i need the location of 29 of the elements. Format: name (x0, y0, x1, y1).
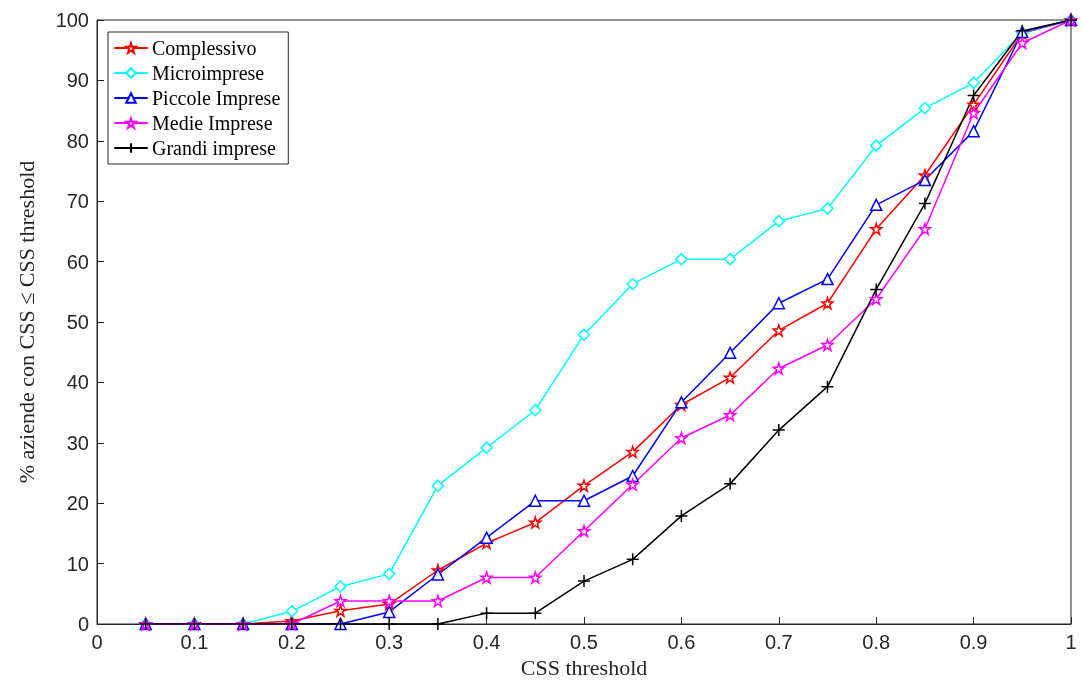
x-tick-label: 0.8 (862, 631, 891, 653)
x-tick-label: 0.5 (570, 631, 598, 653)
y-tick-label: 0 (77, 613, 89, 635)
y-tick-label: 60 (66, 250, 89, 273)
x-tick-label: 0.4 (472, 631, 501, 653)
x-tick-label: 0.1 (180, 631, 209, 653)
y-tick-label: 20 (66, 492, 89, 515)
x-tick-label: 1 (1065, 631, 1077, 653)
x-tick-label: 0.6 (667, 631, 696, 653)
x-tick-label: 0.7 (764, 631, 793, 653)
x-tick-label: 0.2 (277, 631, 306, 653)
legend-label: Complessivo (152, 37, 257, 60)
legend-label: Grandi imprese (152, 137, 276, 160)
y-tick-label: 80 (66, 129, 89, 152)
x-tick-label: 0.3 (375, 631, 404, 653)
y-tick-label: 10 (66, 552, 89, 575)
legend-label: Microimprese (152, 62, 265, 85)
legend-label: Piccole Imprese (152, 87, 281, 110)
y-axis-title: % aziende con CSS ≤ CSS threshold (13, 160, 39, 484)
x-tick-label: 0 (91, 631, 103, 653)
y-tick-label: 30 (66, 431, 89, 454)
y-tick-label: 40 (66, 371, 89, 394)
y-tick-label: 100 (55, 9, 89, 31)
legend-label: Medie Imprese (152, 112, 273, 135)
x-tick-label: 0.9 (959, 631, 988, 653)
y-tick-label: 50 (66, 311, 89, 333)
x-axis-title: CSS threshold (520, 655, 648, 681)
y-tick-label: 70 (66, 190, 89, 213)
y-tick-label: 90 (66, 69, 89, 92)
